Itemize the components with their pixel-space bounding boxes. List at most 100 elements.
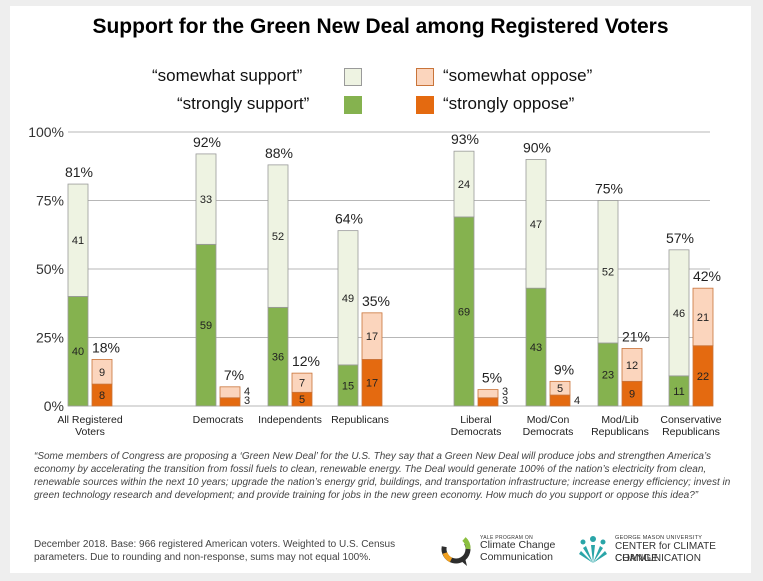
bar-somewhat-support bbox=[525, 158, 547, 289]
data-label-strongly-support: 36 bbox=[272, 352, 284, 364]
data-label-strongly-oppose: 4 bbox=[574, 395, 580, 407]
bar-somewhat-support bbox=[668, 249, 690, 377]
chart-title: Support for the Green New Deal among Reg… bbox=[92, 15, 669, 38]
legend-swatch-somewhat-support bbox=[344, 68, 362, 86]
data-label-somewhat-support: 49 bbox=[342, 293, 354, 305]
gmu-center-name-line2: COMMUNICATION bbox=[615, 553, 701, 564]
gmu-university-label: GEORGE MASON UNIVERSITY bbox=[615, 535, 703, 541]
data-label-strongly-oppose: 8 bbox=[99, 390, 105, 402]
bar-strongly-oppose bbox=[549, 394, 571, 407]
data-label-strongly-oppose: 17 bbox=[366, 378, 378, 390]
bar-strongly-oppose bbox=[477, 397, 499, 407]
yale-program-name-line2: Communication bbox=[480, 551, 553, 563]
data-label-strongly-support: 11 bbox=[673, 386, 684, 398]
bar-somewhat-oppose bbox=[549, 380, 571, 396]
data-label-strongly-oppose: 3 bbox=[502, 395, 508, 407]
bar-somewhat-oppose bbox=[361, 312, 383, 360]
category-label: Democrats bbox=[523, 426, 574, 438]
total-label-oppose: 42% bbox=[693, 268, 721, 284]
data-label-somewhat-oppose: 17 bbox=[366, 331, 378, 343]
data-label-strongly-support: 15 bbox=[342, 380, 354, 392]
yale-program-label: YALE PROGRAM ON bbox=[480, 535, 534, 541]
data-label-somewhat-oppose: 7 bbox=[299, 378, 305, 390]
y-tick-label: 100% bbox=[28, 124, 64, 140]
legend-swatch-somewhat-oppose bbox=[416, 68, 434, 86]
data-label-somewhat-oppose: 3 bbox=[502, 386, 508, 398]
total-label-oppose: 18% bbox=[92, 339, 120, 355]
bar-somewhat-support bbox=[67, 183, 89, 297]
category-label: Democrats bbox=[193, 414, 244, 426]
bar-somewhat-support bbox=[597, 200, 619, 344]
bar-somewhat-oppose bbox=[219, 386, 241, 399]
data-label-strongly-oppose: 3 bbox=[244, 395, 250, 407]
data-label-somewhat-support: 52 bbox=[272, 231, 284, 243]
total-label-support: 64% bbox=[335, 211, 363, 227]
y-tick-label: 75% bbox=[36, 193, 64, 209]
data-label-somewhat-oppose: 21 bbox=[697, 312, 709, 324]
category-label: Mod/Con bbox=[527, 414, 570, 426]
bar-strongly-oppose bbox=[219, 397, 241, 407]
total-label-support: 93% bbox=[451, 131, 479, 147]
data-label-somewhat-support: 41 bbox=[72, 235, 84, 247]
yale-program-name-line1: Climate Change bbox=[480, 539, 556, 551]
bar-somewhat-oppose bbox=[692, 287, 714, 347]
category-label: Republicans bbox=[591, 426, 649, 438]
gmu-climate-logo-icon bbox=[579, 536, 607, 563]
total-label-support: 81% bbox=[65, 164, 93, 180]
legend-label-somewhat-support: “somewhat support” bbox=[152, 66, 303, 85]
yale-climate-logo-icon bbox=[441, 534, 471, 566]
total-label-support: 57% bbox=[666, 230, 694, 246]
data-label-strongly-support: 69 bbox=[458, 306, 470, 318]
legend-label-strongly-oppose: “strongly oppose” bbox=[443, 94, 575, 113]
category-label: Conservative bbox=[660, 414, 721, 426]
total-label-support: 90% bbox=[523, 139, 551, 155]
data-label-somewhat-oppose: 5 bbox=[557, 383, 563, 395]
bar-somewhat-support bbox=[267, 164, 289, 308]
total-label-support: 75% bbox=[595, 181, 623, 197]
category-label: All Registered bbox=[57, 414, 123, 426]
legend-swatch-strongly-oppose bbox=[416, 96, 434, 114]
legend-label-somewhat-oppose: “somewhat oppose” bbox=[443, 66, 593, 85]
data-label-somewhat-oppose: 12 bbox=[626, 360, 638, 372]
data-label-somewhat-support: 33 bbox=[200, 194, 212, 206]
total-label-oppose: 9% bbox=[554, 361, 574, 377]
category-label: Republicans bbox=[331, 414, 389, 426]
category-label: Voters bbox=[75, 426, 105, 438]
y-tick-label: 0% bbox=[44, 398, 64, 414]
bar-somewhat-support bbox=[195, 153, 217, 245]
data-label-somewhat-support: 47 bbox=[530, 219, 542, 231]
total-label-support: 92% bbox=[193, 134, 221, 150]
data-label-strongly-support: 59 bbox=[200, 320, 212, 332]
y-tick-label: 50% bbox=[36, 261, 64, 277]
legend-label-strongly-support: “strongly support” bbox=[177, 94, 310, 113]
category-label: Democrats bbox=[451, 426, 502, 438]
data-label-somewhat-oppose: 9 bbox=[99, 367, 105, 379]
bar-somewhat-oppose bbox=[621, 348, 643, 382]
bar-somewhat-oppose bbox=[91, 359, 113, 385]
data-label-somewhat-support: 24 bbox=[458, 179, 470, 191]
total-label-oppose: 7% bbox=[224, 367, 244, 383]
total-label-oppose: 35% bbox=[362, 293, 390, 309]
total-label-oppose: 5% bbox=[482, 370, 502, 386]
chart-card: Support for the Green New Deal among Reg… bbox=[10, 6, 751, 573]
bar-somewhat-oppose bbox=[291, 372, 313, 393]
total-label-oppose: 12% bbox=[292, 353, 320, 369]
gmu-center-name-line1: CENTER for CLIMATE CHANGE bbox=[615, 541, 716, 564]
category-label: Liberal bbox=[460, 414, 492, 426]
data-label-strongly-support: 23 bbox=[602, 369, 614, 381]
data-label-strongly-oppose: 22 bbox=[697, 371, 709, 383]
data-label-strongly-support: 43 bbox=[530, 342, 542, 354]
category-label: Independents bbox=[258, 414, 322, 426]
total-label-oppose: 21% bbox=[622, 328, 650, 344]
data-label-strongly-oppose: 5 bbox=[299, 394, 305, 406]
data-label-somewhat-support: 46 bbox=[673, 308, 685, 320]
legend-swatch-strongly-support bbox=[344, 96, 362, 114]
data-label-somewhat-support: 52 bbox=[602, 267, 614, 279]
data-label-strongly-support: 40 bbox=[72, 346, 84, 358]
y-tick-label: 25% bbox=[36, 330, 64, 346]
bar-somewhat-support bbox=[337, 230, 359, 366]
bar-somewhat-oppose bbox=[477, 389, 499, 399]
data-label-somewhat-oppose: 4 bbox=[244, 386, 250, 398]
data-label-strongly-oppose: 9 bbox=[629, 389, 635, 401]
